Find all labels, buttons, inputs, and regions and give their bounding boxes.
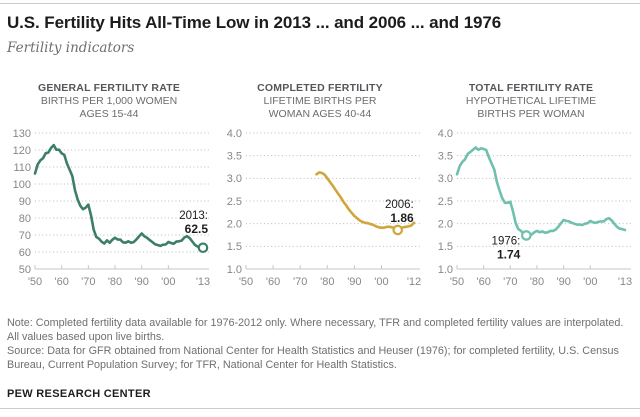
svg-text:1.0: 1.0 <box>227 264 242 276</box>
svg-text:130: 130 <box>13 128 31 140</box>
tfr-chart-title: TOTAL FERTILITY RATE <box>468 82 594 94</box>
svg-text:1.86: 1.86 <box>390 211 414 225</box>
svg-text:'90: '90 <box>556 276 570 288</box>
svg-text:50: 50 <box>19 264 31 276</box>
svg-text:1.5: 1.5 <box>438 241 453 253</box>
svg-text:1976:: 1976: <box>492 235 521 247</box>
svg-text:4.0: 4.0 <box>227 128 242 140</box>
svg-text:'90: '90 <box>134 276 148 288</box>
completed-fertility-chart-subtitle-line1: LIFETIME BIRTHS PER <box>263 95 377 107</box>
svg-text:3.0: 3.0 <box>227 173 242 185</box>
svg-text:'70: '70 <box>293 276 307 288</box>
svg-text:2.0: 2.0 <box>438 218 453 230</box>
gfr-chart-header: GENERAL FERTILITY RATE BIRTHS PER 1,000 … <box>7 82 211 121</box>
svg-text:'60: '60 <box>266 276 280 288</box>
gfr-chart-subtitle-line2: AGES 15-44 <box>79 108 139 120</box>
svg-text:80: 80 <box>19 213 31 225</box>
tfr-chart-header: TOTAL FERTILITY RATE HYPOTHETICAL LIFETI… <box>429 82 633 121</box>
bottom-divider <box>0 408 640 409</box>
charts-row: GENERAL FERTILITY RATE BIRTHS PER 1,000 … <box>7 82 633 300</box>
gfr-chart-title: GENERAL FERTILITY RATE <box>37 82 181 94</box>
tfr-chart-subtitle-line2: BIRTHS PER WOMAN <box>477 108 585 120</box>
svg-text:90: 90 <box>19 196 31 208</box>
svg-text:'60: '60 <box>476 276 490 288</box>
svg-text:'80: '80 <box>108 276 122 288</box>
tfr-chart-subtitle-line1: HYPOTHETICAL LIFETIME <box>465 95 597 107</box>
tfr-line-chart: 1.0 1.5 2.0 2.5 3.0 3.5 4.0 '50 '60 '70 '80 '90 '00 '… <box>429 127 633 300</box>
svg-text:'50: '50 <box>28 276 42 288</box>
svg-text:'90: '90 <box>347 276 361 288</box>
chart-general-fertility-rate: GENERAL FERTILITY RATE BIRTHS PER 1,000 … <box>7 82 211 300</box>
svg-text:'70: '70 <box>81 276 95 288</box>
svg-text:1.74: 1.74 <box>497 247 521 261</box>
svg-text:1.0: 1.0 <box>438 264 453 276</box>
note-text: Note: Completed fertility data available… <box>7 317 624 343</box>
svg-text:120: 120 <box>13 145 31 157</box>
svg-text:60: 60 <box>19 247 31 259</box>
svg-text:4.0: 4.0 <box>438 128 453 140</box>
svg-text:110: 110 <box>13 162 31 174</box>
page-title: U.S. Fertility Hits All-Time Low in 2013… <box>7 13 502 32</box>
page-subtitle: Fertility indicators <box>7 40 135 56</box>
svg-text:'50: '50 <box>239 276 253 288</box>
svg-text:'00: '00 <box>583 276 597 288</box>
completed-fertility-chart-title: COMPLETED FERTILITY <box>257 82 383 94</box>
source-text: Source: Data for GFR obtained from Natio… <box>7 345 619 371</box>
footer-notes: Note: Completed fertility data available… <box>7 316 633 372</box>
svg-text:3.5: 3.5 <box>438 150 453 162</box>
svg-text:'13: '13 <box>618 276 632 288</box>
pew-research-center-wordmark: PEW RESEARCH CENTER <box>7 388 151 400</box>
gfr-chart-subtitle-line1: BIRTHS PER 1,000 WOMEN <box>40 95 178 107</box>
svg-text:2006:: 2006: <box>385 199 414 211</box>
svg-text:'00: '00 <box>374 276 388 288</box>
svg-text:3.5: 3.5 <box>227 150 242 162</box>
svg-text:'50: '50 <box>450 276 464 288</box>
svg-text:'80: '80 <box>530 276 544 288</box>
svg-text:100: 100 <box>13 179 31 191</box>
svg-text:2.0: 2.0 <box>227 218 242 230</box>
svg-text:'80: '80 <box>320 276 334 288</box>
svg-text:'12: '12 <box>407 276 421 288</box>
completed-fertility-line-chart: 1.0 1.5 2.0 2.5 3.0 3.5 4.0 '50 '60 '70 '80 '90 '00 '… <box>218 127 422 300</box>
svg-text:62.5: 62.5 <box>185 222 209 236</box>
svg-text:2013:: 2013: <box>179 210 208 222</box>
svg-text:70: 70 <box>19 230 31 242</box>
svg-text:1.5: 1.5 <box>227 241 242 253</box>
chart-total-fertility-rate: TOTAL FERTILITY RATE HYPOTHETICAL LIFETI… <box>429 82 633 300</box>
gfr-line-chart: 50 60 70 80 90 100 110 120 130 '50 '60 '70 '80 '90 '00… <box>7 127 211 300</box>
svg-text:2.5: 2.5 <box>438 196 453 208</box>
completed-fertility-chart-header: COMPLETED FERTILITY LIFETIME BIRTHS PER … <box>218 82 422 121</box>
svg-text:3.0: 3.0 <box>438 173 453 185</box>
svg-text:'60: '60 <box>54 276 68 288</box>
svg-text:'70: '70 <box>503 276 517 288</box>
svg-text:'13: '13 <box>196 276 210 288</box>
top-divider <box>0 3 640 4</box>
chart-completed-fertility: COMPLETED FERTILITY LIFETIME BIRTHS PER … <box>218 82 422 300</box>
completed-fertility-chart-subtitle-line2: WOMAN AGES 40-44 <box>268 108 372 120</box>
svg-text:'00: '00 <box>161 276 175 288</box>
svg-text:2.5: 2.5 <box>227 196 242 208</box>
